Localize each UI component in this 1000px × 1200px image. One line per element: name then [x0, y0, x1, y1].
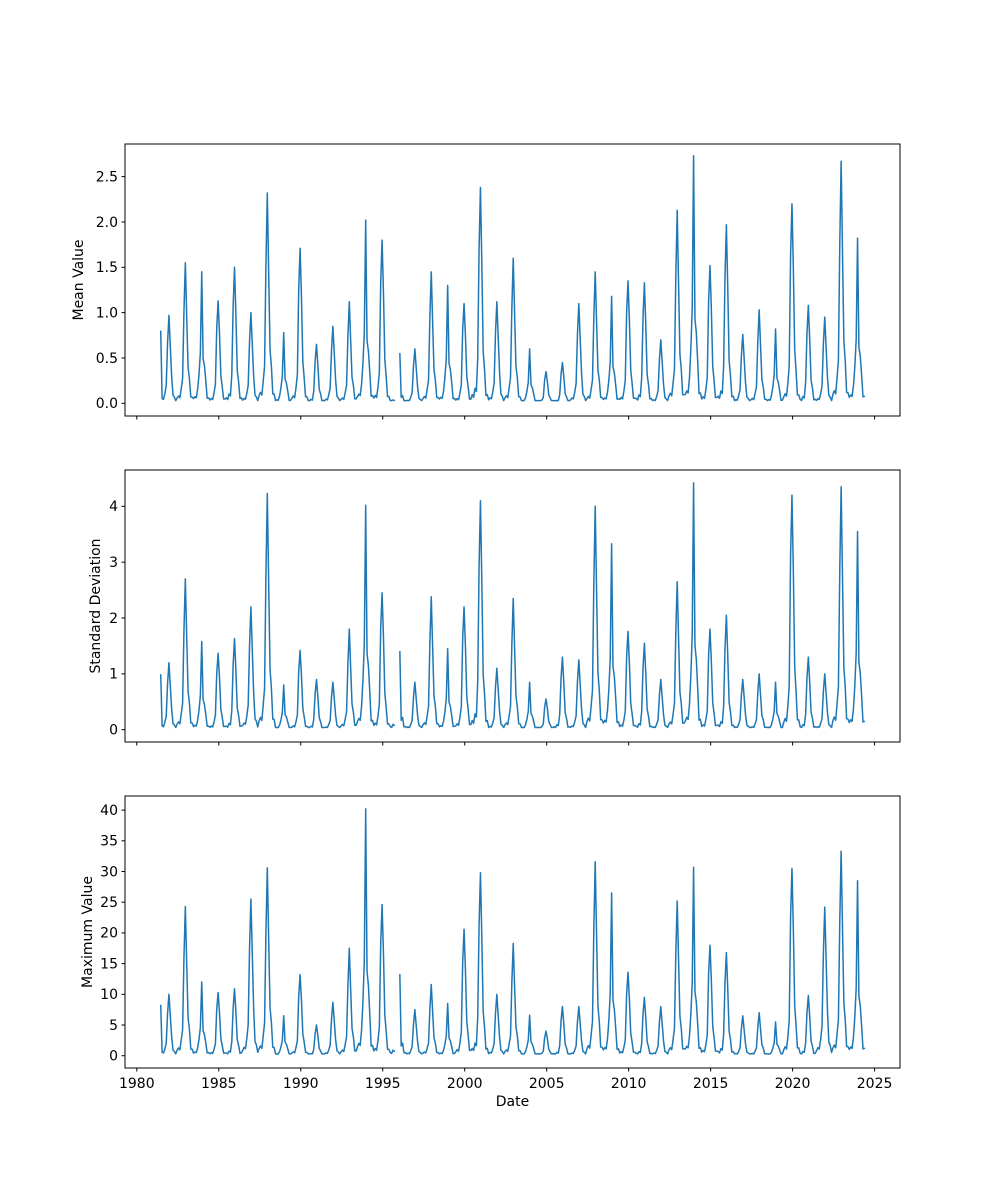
x-tick-label: 2010 [611, 1076, 647, 1092]
y-tick-label: 1.0 [96, 305, 118, 321]
x-tick-label: 2015 [693, 1076, 729, 1092]
x-tick-label: 2020 [775, 1076, 811, 1092]
x-tick-label: 1985 [201, 1076, 237, 1092]
y-tick-label: 35 [100, 834, 118, 850]
x-tick-label: 1990 [283, 1076, 319, 1092]
y-tick-label: 25 [100, 895, 118, 911]
y-tick-label: 20 [100, 926, 118, 942]
y-tick-label: 2 [109, 611, 118, 627]
y-tick-label: 30 [100, 864, 118, 880]
y-tick-label: 2.0 [96, 215, 118, 231]
data-line [159, 492, 396, 729]
y-axis-label-maximum-value: Maximum Value [80, 876, 96, 988]
x-tick-label: 1980 [119, 1076, 155, 1092]
subplot-standard-deviation: 0 1 2 3 4 [109, 469, 901, 746]
y-tick-label: 2.5 [96, 169, 118, 185]
x-tick-label: 2000 [447, 1076, 483, 1092]
y-tick-label: 15 [100, 956, 118, 972]
y-tick-label: 0 [109, 723, 118, 739]
y-tick-label: 5 [109, 1018, 118, 1034]
y-axis-label-standard-deviation: Standard Deviation [88, 538, 104, 673]
y-tick-label: 1.5 [96, 260, 118, 276]
data-line [399, 155, 866, 402]
y-tick-label: 40 [100, 803, 118, 819]
data-line [399, 482, 866, 729]
y-tick-label: 10 [100, 987, 118, 1003]
data-line [159, 808, 396, 1055]
x-tick-label: 2025 [857, 1076, 893, 1092]
x-axis-label-date: Date [496, 1094, 529, 1110]
y-tick-label: 0 [109, 1049, 118, 1065]
y-tick-label: 1 [109, 667, 118, 683]
x-tick-label: 1995 [365, 1076, 401, 1092]
y-tick-label: 4 [109, 499, 118, 515]
data-line [399, 850, 866, 1055]
y-tick-label: 0.0 [96, 396, 118, 412]
x-tick-label: 2005 [529, 1076, 565, 1092]
y-tick-label: 0.5 [96, 351, 118, 367]
y-tick-label: 3 [109, 555, 118, 571]
subplot-mean-value: 0.0 0.5 1.0 1.5 2.0 2.5 [96, 143, 901, 420]
data-line [159, 192, 396, 402]
y-axis-label-mean-value: Mean Value [71, 239, 87, 320]
